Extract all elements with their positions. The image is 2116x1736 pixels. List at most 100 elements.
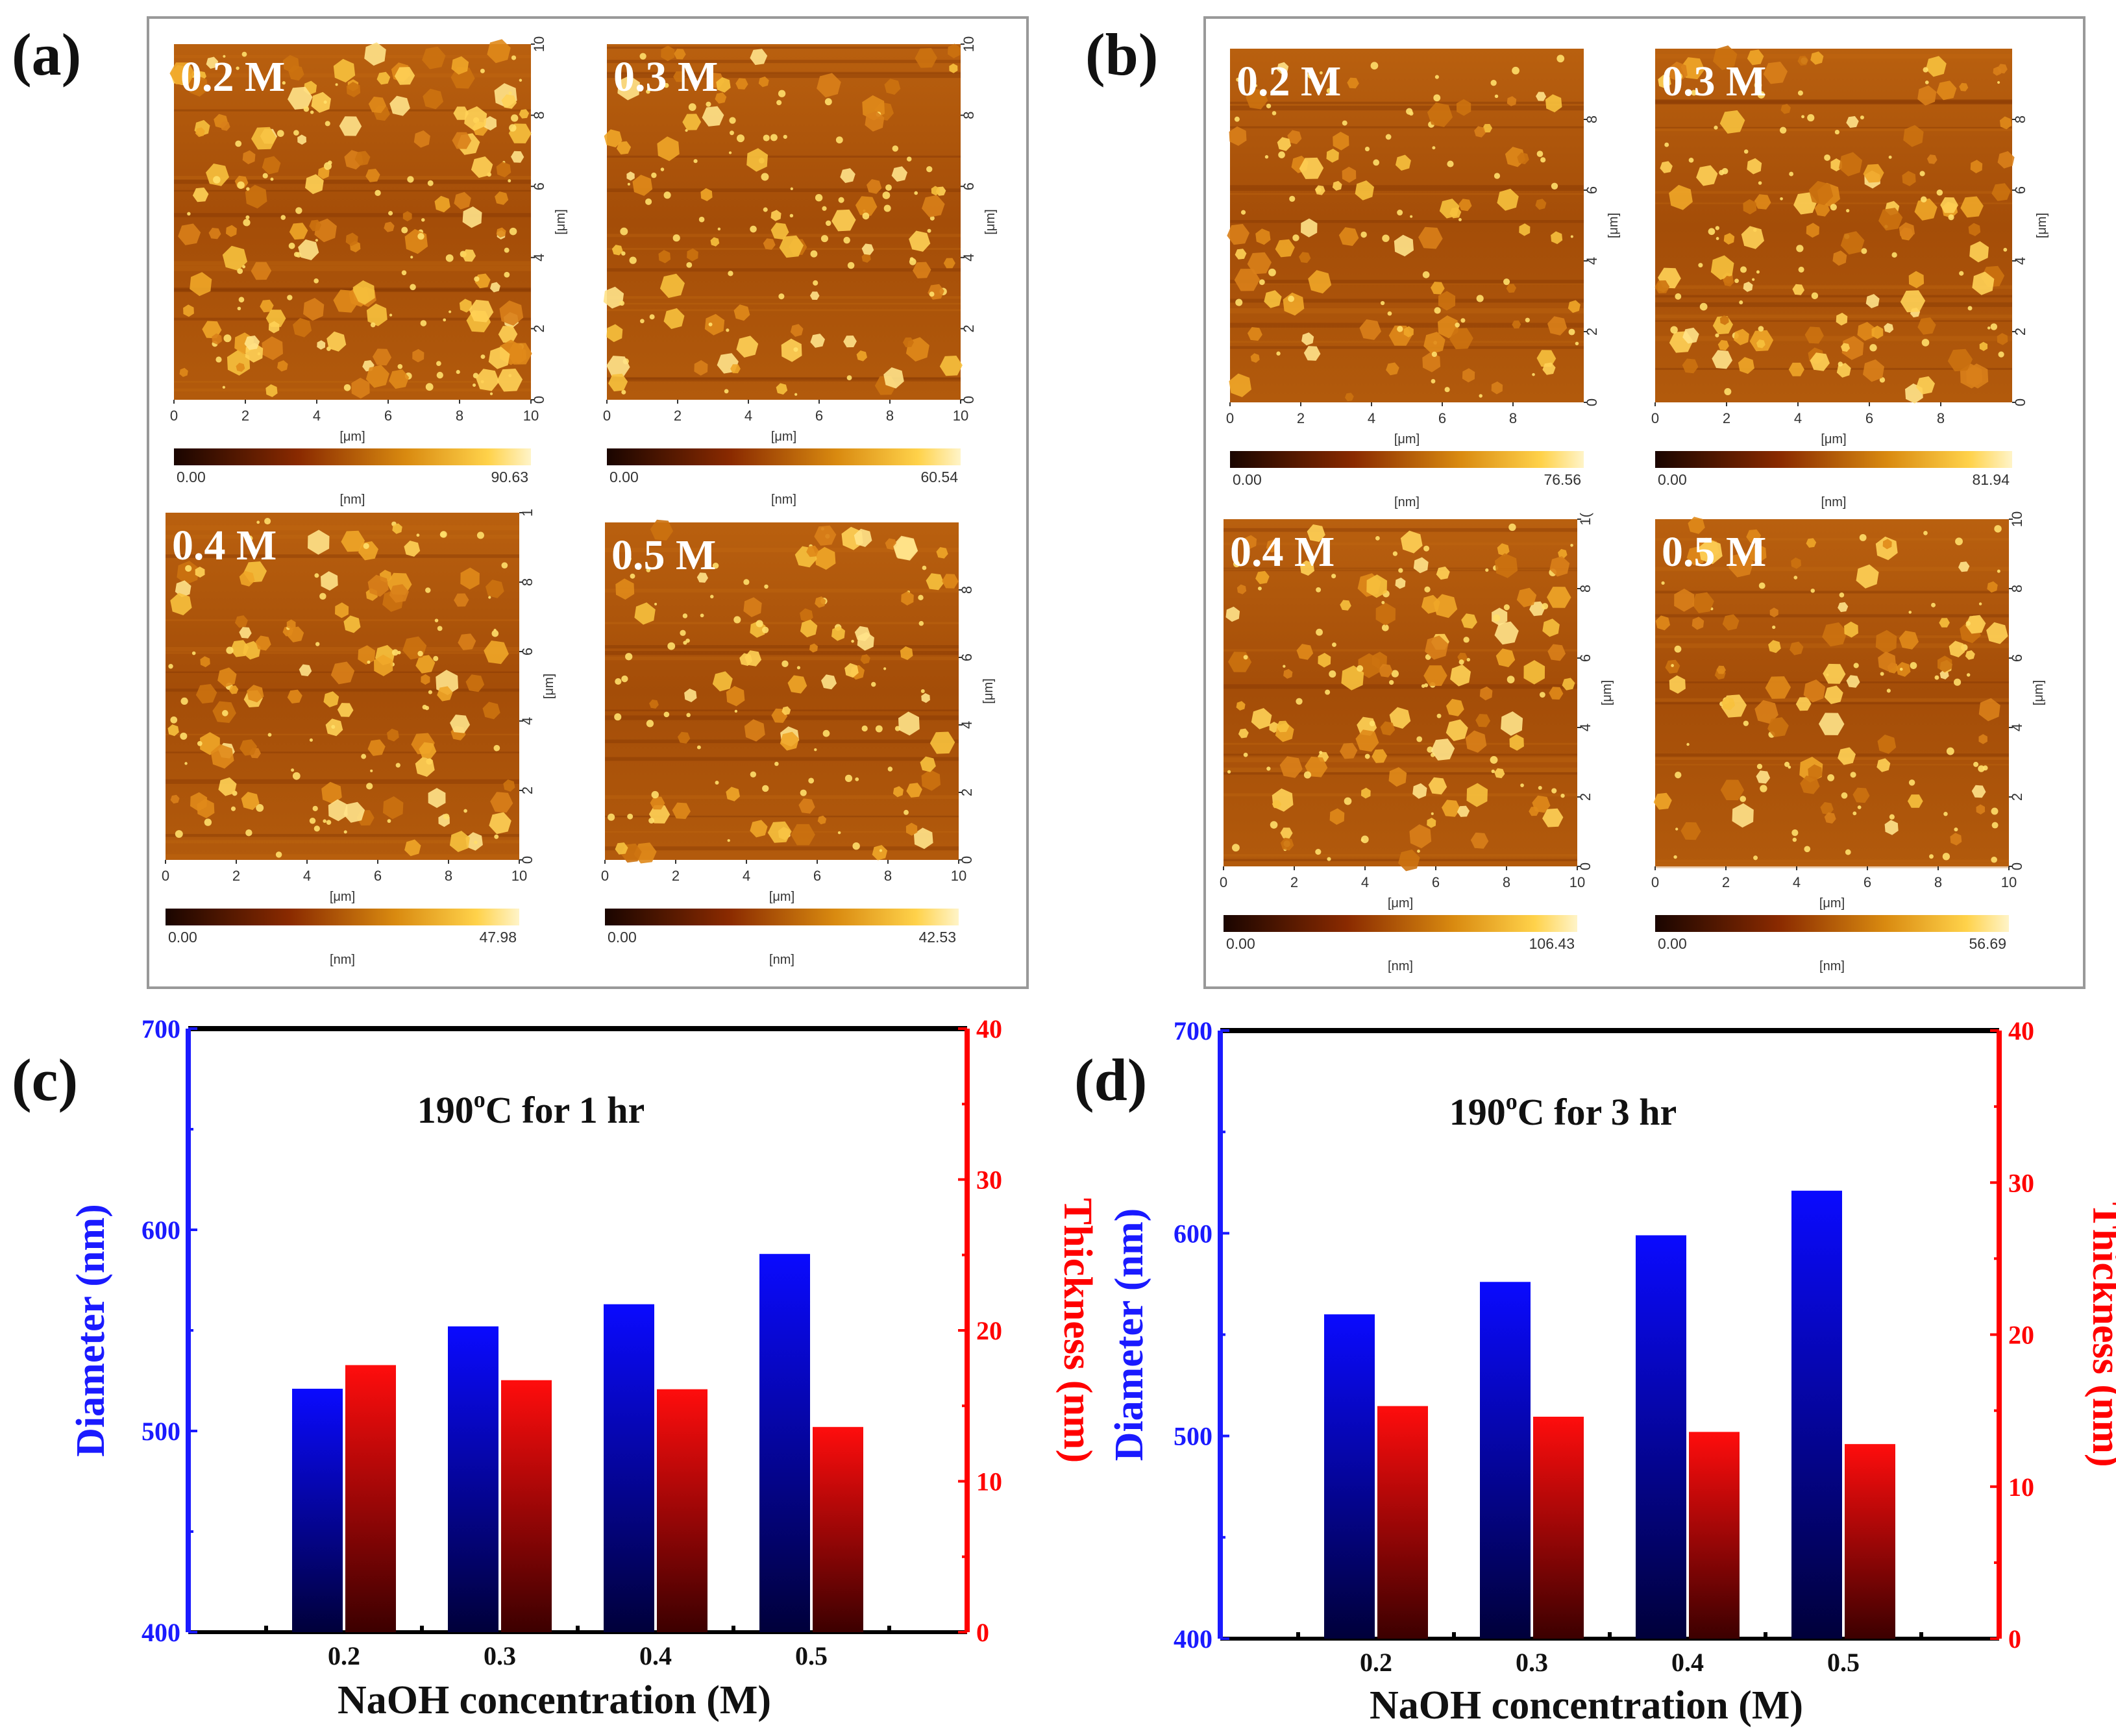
platelet <box>736 336 759 358</box>
platelet <box>746 148 768 172</box>
platelet <box>1457 805 1470 817</box>
platelet <box>212 333 222 345</box>
platelet <box>1380 721 1396 736</box>
platelet <box>1495 648 1516 668</box>
particle <box>1276 351 1281 356</box>
particle <box>929 215 935 221</box>
scan-streak <box>166 834 519 837</box>
platelet <box>1372 749 1388 763</box>
platelet <box>1494 553 1518 578</box>
chart-title-degree: o <box>474 1086 486 1112</box>
particle <box>851 639 854 643</box>
particle <box>1852 811 1857 816</box>
particle <box>1494 94 1499 99</box>
particle <box>1739 300 1743 305</box>
particle <box>1357 665 1364 672</box>
particle <box>712 562 719 569</box>
platelet <box>1965 615 1986 634</box>
platelet <box>1768 640 1781 654</box>
particle <box>511 55 517 60</box>
particle <box>1934 675 1939 680</box>
particle <box>1236 77 1240 82</box>
particle <box>191 651 196 655</box>
platelet <box>1516 587 1537 607</box>
platelet <box>452 132 472 149</box>
particle <box>808 777 815 784</box>
x-tick-label: 4 <box>1794 410 1802 426</box>
particle <box>680 630 686 636</box>
platelet <box>1692 617 1704 630</box>
particle <box>629 256 637 264</box>
particle <box>310 110 314 114</box>
scan-streak <box>1655 320 2012 322</box>
colorbar-unit: [nm] <box>1388 959 1413 973</box>
platelet <box>1501 711 1523 736</box>
scan-streak <box>1224 649 1577 652</box>
platelet <box>1692 592 1714 613</box>
particle <box>343 384 351 391</box>
scan-streak <box>1230 105 1584 111</box>
y-tick-label: 8 <box>961 111 977 119</box>
scan-streak <box>607 188 961 192</box>
platelet <box>1655 280 1670 294</box>
platelet <box>188 75 208 97</box>
particle <box>1846 208 1850 213</box>
platelet <box>1255 228 1271 245</box>
platelet <box>694 360 708 376</box>
platelet <box>883 367 904 389</box>
x-tick-label: 0 <box>601 868 609 884</box>
platelet <box>1680 822 1701 840</box>
bar-thickness-0.3 <box>1533 1416 1584 1639</box>
particle <box>519 79 523 82</box>
particle <box>331 725 336 729</box>
platelet <box>354 151 371 166</box>
platelet <box>289 223 308 240</box>
platelet <box>265 310 286 327</box>
particle <box>654 602 658 605</box>
scan-streak <box>1655 859 2009 863</box>
platelet <box>1669 184 1693 210</box>
particle <box>508 91 512 95</box>
platelet <box>1959 82 1969 92</box>
platelet <box>1450 665 1471 687</box>
particle <box>1973 761 1979 767</box>
particle <box>1889 814 1895 820</box>
platelet <box>1264 290 1282 308</box>
platelet <box>286 619 296 630</box>
platelet <box>1305 756 1328 777</box>
platelet <box>1497 188 1519 211</box>
particle <box>1447 160 1454 167</box>
platelet <box>490 792 513 813</box>
x-tick-label: 2 <box>241 408 249 424</box>
particle <box>1303 771 1311 779</box>
platelet <box>1865 294 1880 308</box>
particle <box>627 182 630 186</box>
platelet <box>1899 630 1919 650</box>
particle <box>862 212 870 220</box>
platelet <box>413 130 430 148</box>
x-tick-label: 4 <box>744 408 752 424</box>
concentration-label: 0.3 M <box>613 53 718 101</box>
particle <box>1264 155 1269 159</box>
platelet <box>1968 223 1981 236</box>
platelet <box>373 348 392 366</box>
x-tick-label: 2 <box>1723 410 1730 426</box>
bar-thickness-0.4 <box>657 1389 707 1632</box>
chart-c-panel-label: (c) <box>12 1047 78 1113</box>
particle <box>1674 645 1682 653</box>
x-tick-label: 0 <box>1651 874 1659 890</box>
platelet <box>1669 675 1686 694</box>
particle <box>1965 621 1971 626</box>
particle <box>1779 127 1787 134</box>
platelet <box>499 300 524 326</box>
platelet <box>1398 850 1420 872</box>
x-tick-label: 0 <box>162 868 169 884</box>
particle <box>764 584 769 589</box>
particle <box>1240 210 1246 215</box>
particle <box>1780 197 1783 201</box>
platelet <box>1936 80 1957 101</box>
platelet <box>905 822 918 836</box>
x-tick-label: 8 <box>1509 410 1517 426</box>
particle <box>236 66 240 70</box>
platelet <box>389 95 410 116</box>
